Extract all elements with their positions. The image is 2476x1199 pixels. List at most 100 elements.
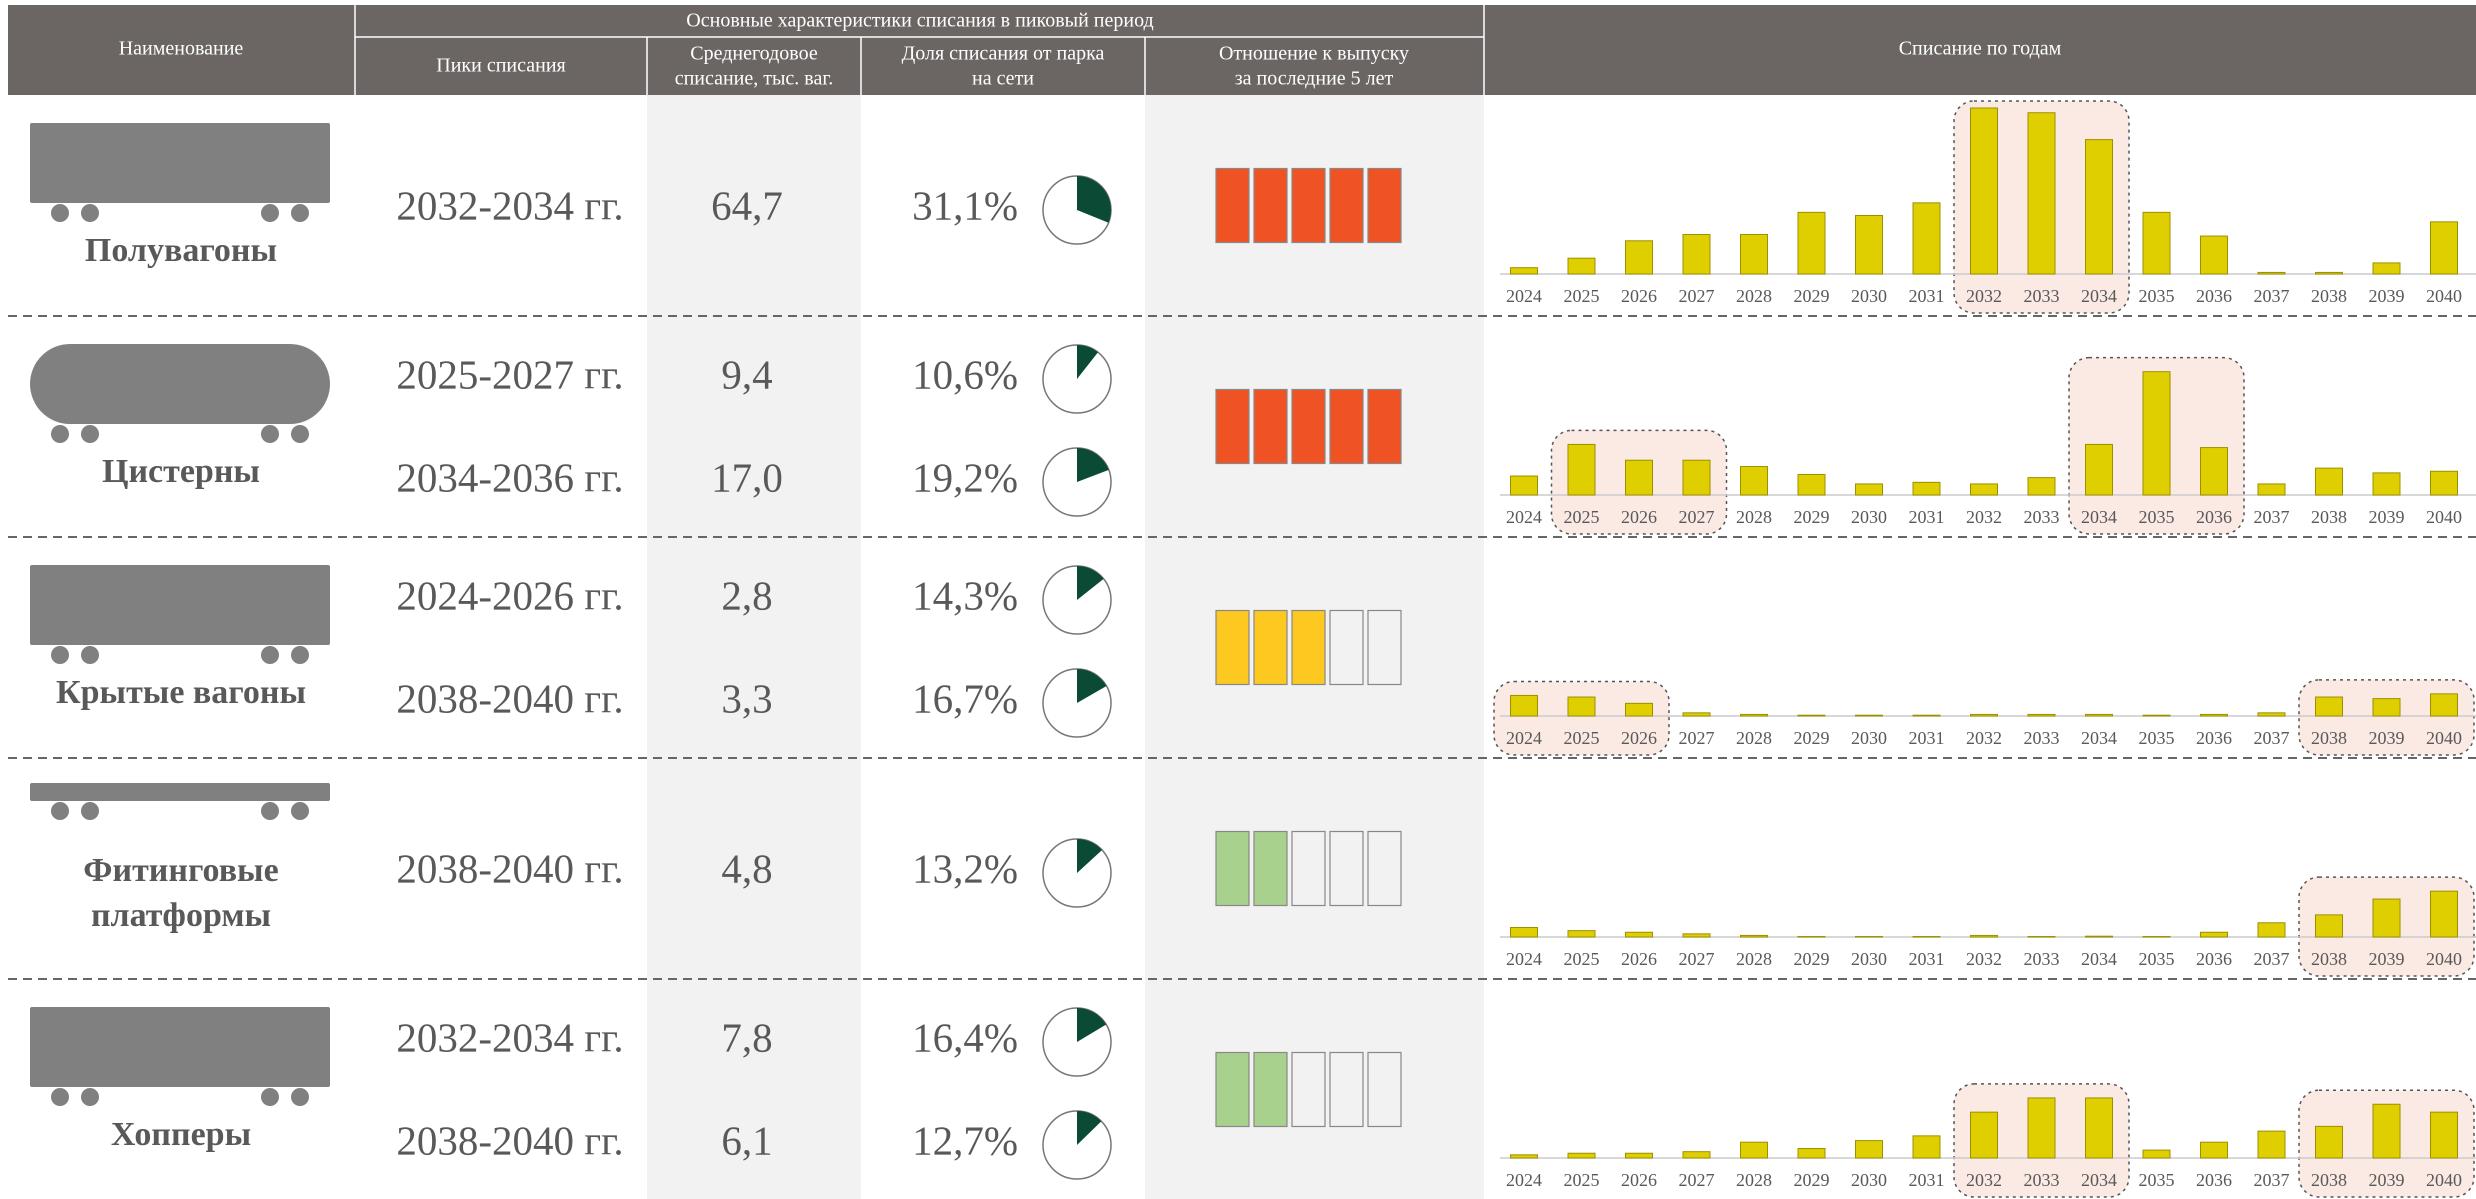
wagon-name: Цистерны [102, 453, 260, 490]
peak-period: 2024-2026 гг. [396, 572, 623, 618]
bar [2142, 1149, 2171, 1159]
year-label: 2027 [1679, 286, 1715, 306]
year-label: 2036 [2196, 286, 2232, 306]
bar [2200, 713, 2228, 717]
year-label: 2040 [2426, 1170, 2462, 1190]
wagon-wheel [261, 646, 279, 664]
wagon-body [30, 783, 330, 801]
year-label: 2025 [1564, 949, 1600, 969]
year-label: 2030 [1851, 286, 1887, 306]
bar [1797, 1148, 1826, 1159]
bar [1912, 1135, 1941, 1159]
wagon-wheel [291, 204, 309, 222]
year-label: 2040 [2426, 949, 2462, 969]
bar [2085, 1097, 2113, 1159]
bar [1970, 713, 1998, 717]
bar [2372, 898, 2401, 938]
bar [2257, 1130, 2286, 1159]
bar [2257, 271, 2286, 275]
header-text: Пики списания [436, 55, 565, 77]
bar [1682, 459, 1711, 496]
bar [1510, 267, 1538, 275]
bar [1855, 483, 1883, 496]
ratio-box [1329, 609, 1364, 686]
year-label: 2025 [1564, 1170, 1600, 1190]
year-label: 2029 [1794, 286, 1830, 306]
peak-share: 16,4% [912, 1014, 1018, 1060]
wagon-wheel [51, 1088, 69, 1106]
year-label: 2032 [1966, 286, 2002, 306]
year-label: 2039 [2369, 286, 2405, 306]
wagon-icon [30, 344, 330, 443]
bar [2142, 371, 2171, 496]
bar [2200, 235, 2228, 275]
bar [1970, 483, 1998, 496]
ratio-box [1291, 1051, 1326, 1128]
year-label: 2027 [1679, 507, 1715, 527]
wagon-wheel [81, 204, 99, 222]
year-label: 2034 [2081, 286, 2117, 306]
bar [1567, 696, 1596, 717]
year-label: 2035 [2139, 728, 2175, 748]
wagon-wheel [261, 1088, 279, 1106]
bar [1970, 934, 1998, 938]
bar [2027, 477, 2056, 496]
year-label: 2039 [2369, 507, 2405, 527]
bar [2257, 483, 2286, 496]
year-label: 2025 [1564, 728, 1600, 748]
year-label: 2024 [1506, 949, 1542, 969]
bar [2430, 221, 2458, 275]
peak-period: 2025-2027 гг. [396, 351, 623, 397]
bar [1912, 481, 1941, 496]
bar [2315, 914, 2343, 938]
pie-slice [1077, 1111, 1102, 1145]
year-label: 2032 [1966, 1170, 2002, 1190]
bar [1912, 202, 1941, 275]
bar [1855, 714, 1883, 717]
year-label: 2038 [2311, 1170, 2347, 1190]
ratio-box [1329, 830, 1364, 907]
year-label: 2037 [2254, 949, 2290, 969]
bar [1567, 257, 1596, 275]
bar [1567, 930, 1596, 938]
year-label: 2026 [1621, 728, 1657, 748]
wagon-wheel [51, 802, 69, 820]
year-label: 2031 [1909, 507, 1945, 527]
peak-share: 14,3% [912, 572, 1018, 618]
peak-share: 31,1% [912, 182, 1018, 228]
year-label: 2040 [2426, 286, 2462, 306]
year-label: 2027 [1679, 1170, 1715, 1190]
year-label: 2032 [1966, 949, 2002, 969]
bar [1682, 1151, 1711, 1159]
bar [2372, 698, 2401, 717]
header-text: Наименование [119, 38, 244, 60]
bar [2027, 1097, 2056, 1159]
bar [1740, 713, 1768, 717]
year-label: 2026 [1621, 286, 1657, 306]
year-label: 2024 [1506, 286, 1542, 306]
header-bg [8, 5, 2476, 95]
bar [1510, 927, 1538, 938]
ratio-box [1367, 830, 1402, 907]
ratio-box [1367, 1051, 1402, 1128]
pie-slice [1077, 566, 1104, 600]
year-label: 2030 [1851, 507, 1887, 527]
wagon-name: платформы [91, 897, 271, 934]
bar [2085, 443, 2113, 496]
peak-share: 12,7% [912, 1117, 1018, 1163]
peak-share: 19,2% [912, 454, 1018, 500]
header-text: списание, тыс. ваг. [675, 68, 834, 90]
year-label: 2026 [1621, 507, 1657, 527]
bar [1740, 1141, 1768, 1159]
wagon-wheel [81, 425, 99, 443]
peak-period: 2038-2040 гг. [396, 1117, 623, 1163]
wagon-wheel [291, 1088, 309, 1106]
year-label: 2039 [2369, 728, 2405, 748]
bar [1510, 1154, 1538, 1159]
header-text: на сети [972, 68, 1034, 90]
year-label: 2024 [1506, 1170, 1542, 1190]
ratio-box [1215, 1051, 1250, 1128]
bar [2085, 139, 2113, 275]
bar [1855, 215, 1883, 275]
peak-avg: 3,3 [721, 675, 772, 721]
